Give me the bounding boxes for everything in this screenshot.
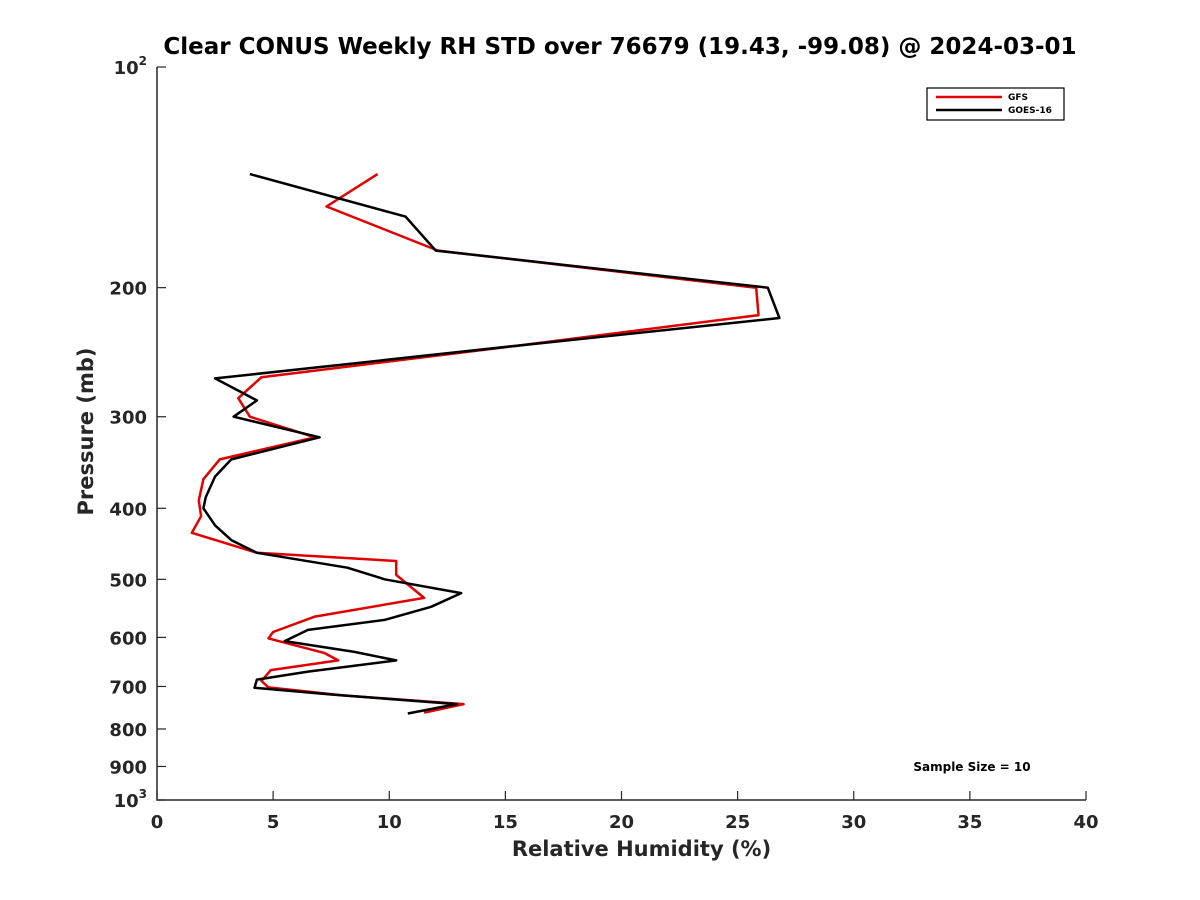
- y-axis-label: Pressure (mb): [74, 348, 98, 516]
- axes: 0 5 10 15 20 25 30 35 40 102 200 300 400 500 600 700 800…: [74, 54, 1099, 861]
- y-tick-label: 900: [109, 757, 147, 778]
- y-tick-label: 400: [109, 499, 147, 520]
- x-tick-label: 0: [151, 812, 164, 833]
- x-tick-label: 35: [957, 812, 982, 833]
- y-tick-label: 300: [109, 408, 147, 429]
- x-tick-label: 30: [841, 812, 866, 833]
- x-tick-label: 10: [377, 812, 402, 833]
- data-series: [190, 172, 781, 715]
- x-tick-label: 40: [1073, 812, 1098, 833]
- y-tick-label: 102: [114, 54, 147, 79]
- y-tick-label: 800: [109, 720, 147, 741]
- x-tick-label: 25: [725, 812, 750, 833]
- legend-label-gfs: GFS: [1008, 93, 1028, 103]
- chart-title: Clear CONUS Weekly RH STD over 76679 (19…: [163, 34, 1076, 60]
- series-line-goes16: [202, 172, 781, 715]
- y-tick-label: 200: [109, 279, 147, 300]
- y-tick-label: 700: [109, 677, 147, 698]
- x-tick-label: 20: [609, 812, 634, 833]
- x-tick-label: 5: [267, 812, 280, 833]
- sample-size-annotation: Sample Size = 10: [913, 760, 1030, 774]
- x-axis-label: Relative Humidity (%): [512, 837, 771, 861]
- legend: GFS GOES-16: [926, 87, 1065, 121]
- x-tick-label: 15: [493, 812, 518, 833]
- legend-box: [926, 87, 1065, 121]
- y-tick-label: 600: [109, 628, 147, 649]
- y-tick-label: 500: [109, 570, 147, 591]
- y-tick-label: 103: [114, 787, 147, 812]
- legend-label-goes16: GOES-16: [1008, 106, 1052, 116]
